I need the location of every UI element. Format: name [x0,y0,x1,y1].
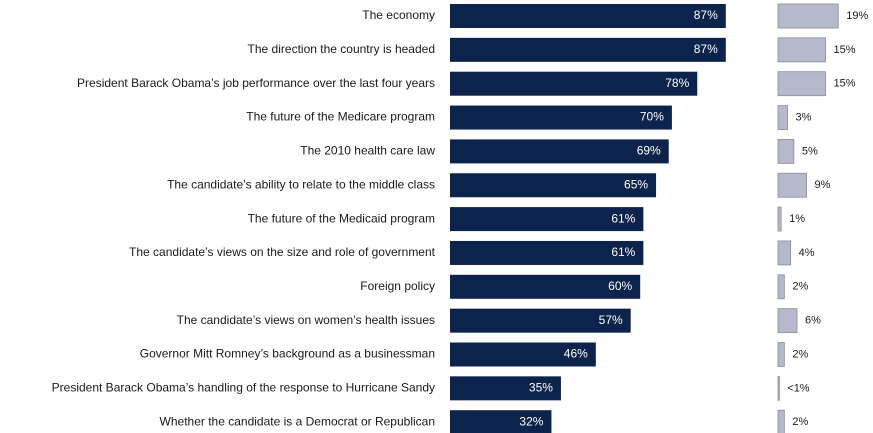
value-label: 46% [564,347,588,361]
category-label: The candidate’s views on women’s health … [177,313,435,327]
value-label: 87% [694,8,718,22]
value-label: 57% [599,313,623,327]
bar [450,376,561,401]
value-label: 78% [665,76,689,90]
bar [777,375,780,401]
value-label: 15% [834,44,856,56]
value-label: 4% [799,247,815,259]
value-label: 2% [792,348,808,360]
value-label: 65% [624,177,648,191]
value-label: 2% [792,281,808,293]
value-label: <1% [787,382,810,394]
value-label: 2% [792,416,808,428]
value-label: 9% [815,179,831,191]
value-label: 70% [640,110,664,124]
bar [777,206,782,232]
category-label: The economy [362,8,435,22]
bar [777,342,785,367]
category-label: The candidate’s ability to relate to the… [167,177,435,191]
category-label: Whether the candidate is a Democrat or R… [160,414,435,428]
bar [450,207,644,232]
bar [450,308,631,333]
bar [450,4,726,28]
bar [777,3,839,29]
value-label: 35% [529,381,553,395]
bar [777,105,788,130]
value-label: 1% [789,213,805,225]
value-label: 60% [608,279,632,293]
bar [450,274,641,299]
bar [450,71,698,96]
bar [450,240,644,265]
bar [777,274,785,300]
bar [450,410,552,433]
value-label: 87% [694,42,718,56]
bar [777,409,785,433]
value-label: 19% [846,10,868,22]
value-label: 6% [805,315,821,327]
category-label: Governor Mitt Romney’s background as a b… [140,347,435,361]
bar [777,240,792,266]
value-label: 3% [796,111,812,123]
bar [450,139,669,164]
bar [777,308,798,334]
bar [450,342,596,367]
value-label: 69% [637,144,661,158]
category-label: Foreign policy [360,279,435,293]
value-label: 61% [611,211,635,225]
bar [777,138,795,164]
bar [450,105,672,130]
category-label: The candidate’s views on the size and ro… [129,245,436,259]
bar [450,173,657,198]
category-label: President Barack Obama’s job performance… [77,76,435,90]
value-label: 61% [611,245,635,259]
value-label: 15% [834,78,856,90]
category-label: The future of the Medicare program [246,110,435,124]
bar [777,172,807,198]
category-label: The direction the country is headed [248,42,435,56]
value-label: 5% [802,145,818,157]
bar [450,37,726,62]
bar [777,71,826,97]
category-label: The 2010 health care law [300,144,435,158]
category-label: President Barack Obama’s handling of the… [52,381,435,395]
bar [777,37,826,63]
category-label: The future of the Medicaid program [248,211,435,225]
value-label: 32% [519,414,543,428]
